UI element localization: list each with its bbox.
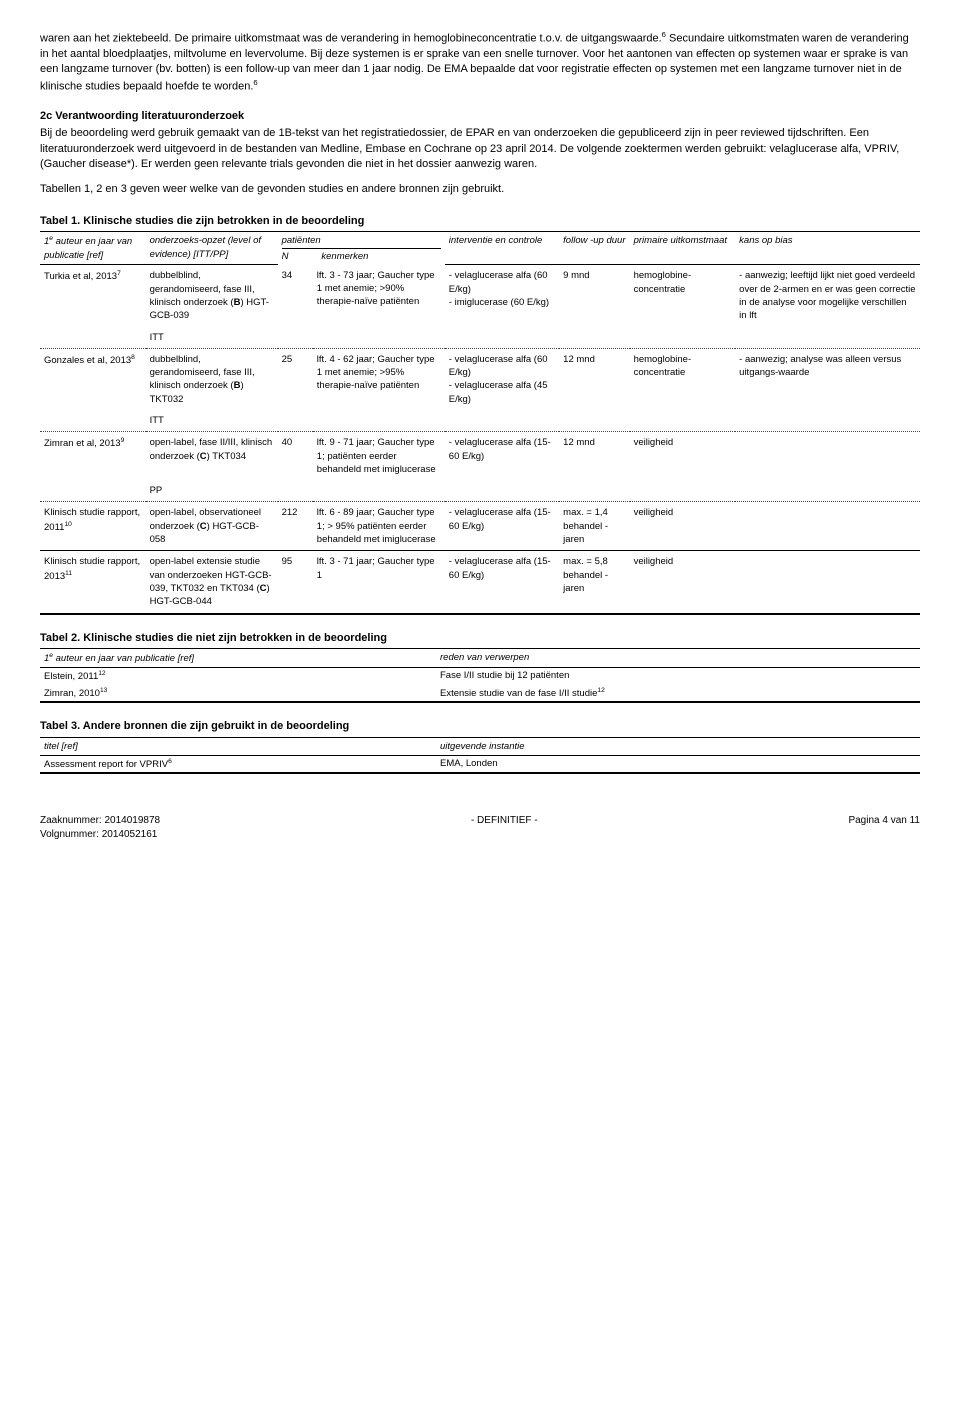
table-row: Gonzales et al, 20138dubbelblind, gerand… bbox=[40, 348, 920, 410]
table-row: ITT bbox=[40, 327, 920, 349]
table2: 1e auteur en jaar van publicatie [ref] r… bbox=[40, 648, 920, 703]
section-2c-p1: Bij de beoordeling werd gebruik gemaakt … bbox=[40, 126, 920, 172]
table-row: PP bbox=[40, 480, 920, 502]
intro-text-1: waren aan het ziektebeeld. De primaire u… bbox=[40, 33, 662, 45]
table1-caption: Tabel 1. Klinische studies die zijn betr… bbox=[40, 214, 920, 229]
t3-h2: uitgevende instantie bbox=[436, 737, 920, 755]
table-row: Elstein, 201112Fase I/II studie bij 12 p… bbox=[40, 668, 920, 685]
table-row: Zimran et al, 20139open-label, fase II/I… bbox=[40, 432, 920, 480]
t1-h-follow: follow -up duur bbox=[559, 232, 629, 265]
table-row: Klinisch studie rapport, 201110open-labe… bbox=[40, 502, 920, 551]
footer-center: - DEFINITIEF - bbox=[471, 814, 538, 842]
intro-sup2: 6 bbox=[253, 78, 257, 87]
footer-left: Zaaknummer: 2014019878 Volgnummer: 20140… bbox=[40, 814, 160, 842]
t2-h1: 1e auteur en jaar van publicatie [ref] bbox=[40, 648, 436, 667]
section-2c-heading: 2c Verantwoording literatuuronderzoek bbox=[40, 109, 920, 124]
table2-caption: Tabel 2. Klinische studies die niet zijn… bbox=[40, 631, 920, 646]
t1-h-author: 1e auteur en jaar van publicatie [ref] bbox=[40, 232, 146, 265]
t2-h2: reden van verwerpen bbox=[436, 648, 920, 667]
table1: 1e auteur en jaar van publicatie [ref] o… bbox=[40, 231, 920, 614]
t1-h-interv: interventie en controle bbox=[445, 232, 559, 265]
footer-right: Pagina 4 van 11 bbox=[848, 814, 920, 842]
t1-h-design: onderzoeks-opzet (level of evidence) [IT… bbox=[146, 232, 278, 265]
table-row: Turkia et al, 20137dubbelblind, gerandom… bbox=[40, 265, 920, 327]
table-row: Zimran, 201013Extensie studie van de fas… bbox=[40, 685, 920, 702]
t1-h-uitk: primaire uitkomstmaat bbox=[630, 232, 736, 265]
table-row: Assessment report for VPRIV6EMA, Londen bbox=[40, 755, 920, 773]
section-2c-p2: Tabellen 1, 2 en 3 geven weer welke van … bbox=[40, 182, 920, 197]
footer: Zaaknummer: 2014019878 Volgnummer: 20140… bbox=[40, 814, 920, 842]
table3-caption: Tabel 3. Andere bronnen die zijn gebruik… bbox=[40, 719, 920, 734]
t3-h1: titel [ref] bbox=[40, 737, 436, 755]
t1-h-patients: patiënten Nkenmerken bbox=[278, 232, 445, 265]
intro-paragraph: waren aan het ziektebeeld. De primaire u… bbox=[40, 30, 920, 95]
intro-sup1: 6 bbox=[662, 30, 666, 39]
table3: titel [ref] uitgevende instantie Assessm… bbox=[40, 737, 920, 775]
table-row: Klinisch studie rapport, 201311open-labe… bbox=[40, 551, 920, 614]
t1-h-bias: kans op bias bbox=[735, 232, 920, 265]
table-row: ITT bbox=[40, 410, 920, 432]
